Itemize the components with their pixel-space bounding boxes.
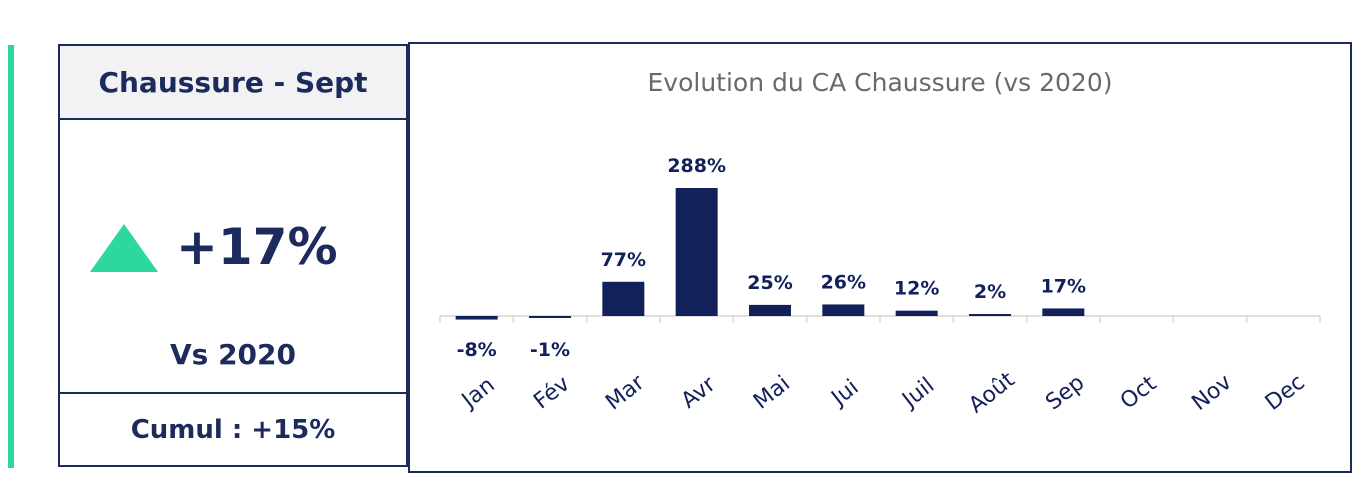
kpi-cumul: Cumul : +15%: [60, 392, 406, 465]
chart-title: Evolution du CA Chaussure (vs 2020): [647, 68, 1113, 97]
kpi-header: Chaussure - Sept: [60, 46, 406, 120]
kpi-comparison: Vs 2020: [169, 338, 296, 371]
x-tick-label-2: Mar: [601, 370, 650, 416]
kpi-body: +17% Vs 2020: [60, 120, 406, 396]
bar-3: [675, 188, 718, 316]
triangle-up-icon: [90, 224, 158, 272]
bar-2: [602, 281, 645, 316]
bar-1: [529, 316, 571, 318]
bar-chart: -8% Jan -1% Fév 77% Mar 288% Avr 25% Mai 26% Jui 12%…: [439, 155, 1321, 418]
bar-8: [1042, 308, 1085, 316]
data-label-7: 2%: [974, 281, 1006, 303]
data-label-2: 77%: [601, 249, 646, 271]
kpi-value: +17%: [176, 218, 338, 276]
x-tick-label-6: Juil: [897, 373, 940, 414]
data-label-8: 17%: [1041, 275, 1086, 297]
x-tick-label-8: Sep: [1041, 370, 1089, 415]
kpi-panel: Chaussure - Sept +17% Vs 2020 Cumul : +1…: [58, 44, 408, 467]
x-tick-label-11: Dec: [1261, 370, 1310, 416]
x-tick-label-5: Jui: [826, 375, 864, 412]
accent-bar: [8, 45, 14, 468]
x-tick-label-7: Août: [964, 367, 1020, 418]
data-label-6: 12%: [894, 278, 939, 300]
x-tick-label-1: Fév: [529, 371, 574, 414]
x-tick-label-0: Jan: [456, 373, 500, 415]
data-label-4: 25%: [747, 272, 792, 294]
x-tick-label-9: Oct: [1116, 371, 1162, 414]
x-tick-label-3: Avr: [677, 371, 721, 413]
bar-6: [895, 310, 938, 316]
data-label-1: -1%: [530, 339, 570, 361]
chart-panel: Evolution du CA Chaussure (vs 2020) -8% J…: [408, 42, 1352, 473]
bar-5: [822, 304, 865, 316]
data-label-0: -8%: [457, 339, 497, 361]
data-label-3: 288%: [667, 155, 726, 177]
data-label-5: 26%: [821, 271, 866, 293]
x-tick-label-4: Mai: [749, 371, 795, 414]
bar-7: [969, 314, 1011, 316]
x-tick-label-10: Nov: [1187, 370, 1236, 416]
bar-4: [749, 304, 791, 316]
bar-0: [455, 316, 498, 320]
